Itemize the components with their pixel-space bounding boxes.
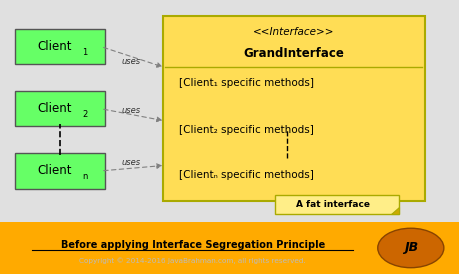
FancyBboxPatch shape (15, 153, 105, 189)
Text: [Client₂ specific methods]: [Client₂ specific methods] (179, 125, 314, 135)
Text: n: n (82, 172, 88, 181)
Bar (275, 195, 399, 214)
Text: [Clientₙ specific methods]: [Clientₙ specific methods] (179, 170, 314, 180)
Text: A fat interface: A fat interface (296, 200, 370, 209)
Circle shape (378, 228, 444, 268)
Text: Copyright © 2014-2016 JavaBrahman.com, all rights reserved.: Copyright © 2014-2016 JavaBrahman.com, a… (79, 258, 306, 264)
Text: GrandInterface: GrandInterface (243, 47, 344, 60)
Text: uses: uses (121, 107, 140, 115)
Text: Client: Client (38, 40, 73, 53)
Text: Client: Client (38, 164, 73, 177)
FancyBboxPatch shape (15, 91, 105, 127)
Polygon shape (391, 207, 399, 214)
Text: uses: uses (121, 158, 140, 167)
Text: Client: Client (38, 102, 73, 115)
Text: <<Interface>>: <<Interface>> (253, 27, 335, 38)
FancyBboxPatch shape (15, 29, 105, 64)
Text: Before applying Interface Segregation Principle: Before applying Interface Segregation Pr… (61, 240, 325, 250)
Text: uses: uses (121, 56, 140, 65)
Text: JB: JB (404, 241, 418, 255)
Bar (0, 222, 459, 274)
Text: 1: 1 (82, 48, 88, 57)
FancyBboxPatch shape (163, 16, 425, 201)
Text: [Client₁ specific methods]: [Client₁ specific methods] (179, 78, 314, 88)
Text: 2: 2 (82, 110, 88, 119)
